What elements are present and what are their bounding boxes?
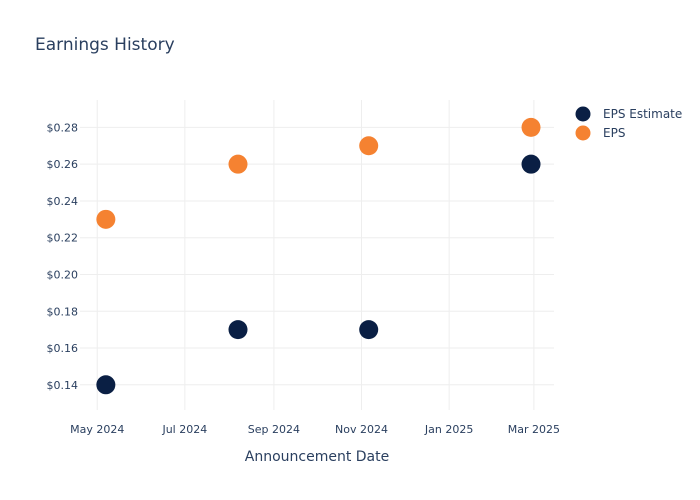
legend-label: EPS: [603, 126, 625, 140]
chart-title: Earnings History: [35, 35, 175, 55]
y-tick-label: $0.14: [47, 379, 79, 392]
x-tick-label: Jul 2024: [161, 423, 207, 436]
legend-marker: [575, 106, 591, 122]
legend[interactable]: EPS Estimate EPS: [575, 106, 683, 141]
legend-label: EPS Estimate: [603, 107, 682, 121]
eps-point[interactable]: [359, 136, 379, 156]
x-axis: May 2024 Jul 2024 Sep 2024 Nov 2024 Jan 2025…: [70, 423, 560, 436]
y-tick-label: $0.22: [47, 232, 79, 245]
eps-point[interactable]: [521, 117, 541, 137]
x-tick-label: Sep 2024: [248, 423, 300, 436]
x-tick-label: Jan 2025: [424, 423, 473, 436]
data-points: [96, 117, 541, 395]
x-tick-label: Nov 2024: [335, 423, 388, 436]
eps-estimate-point[interactable]: [359, 320, 379, 340]
x-tick-label: Mar 2025: [508, 423, 560, 436]
eps-estimate-point[interactable]: [228, 320, 248, 340]
y-tick-label: $0.26: [47, 158, 79, 171]
y-tick-label: $0.16: [47, 342, 79, 355]
x-axis-title: Announcement Date: [245, 449, 389, 465]
y-axis: $0.14 $0.16 $0.18 $0.20 $0.22 $0.24 $0.26 $0.28: [47, 121, 79, 391]
y-tick-label: $0.28: [47, 121, 79, 134]
eps-estimate-point[interactable]: [521, 154, 541, 174]
eps-point[interactable]: [96, 209, 116, 229]
grid: [80, 100, 554, 410]
y-tick-label: $0.20: [47, 268, 79, 281]
eps-estimate-point[interactable]: [96, 375, 116, 395]
legend-marker: [575, 125, 591, 141]
legend-item-eps[interactable]: EPS: [575, 125, 626, 141]
y-tick-label: $0.18: [47, 305, 79, 318]
eps-point[interactable]: [228, 154, 248, 174]
x-tick-label: May 2024: [70, 423, 124, 436]
legend-item-eps-estimate[interactable]: EPS Estimate: [575, 106, 683, 122]
y-tick-label: $0.24: [47, 195, 79, 208]
